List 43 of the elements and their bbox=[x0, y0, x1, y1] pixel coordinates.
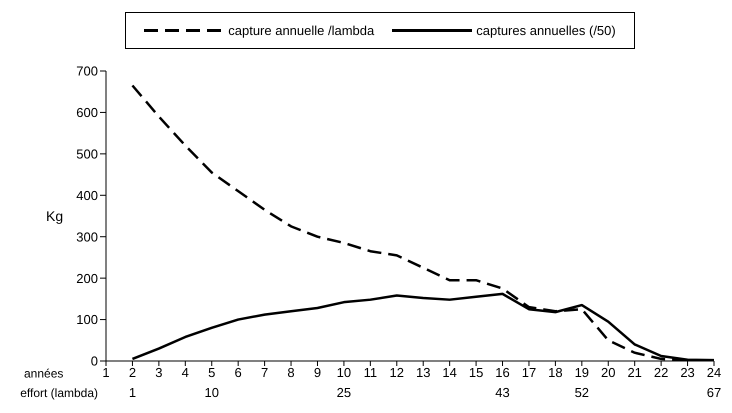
x2-tick-label: 25 bbox=[336, 385, 352, 400]
x-tick-label: 4 bbox=[182, 365, 189, 380]
x-tick-label: 14 bbox=[442, 365, 457, 380]
x-tick-label: 7 bbox=[260, 365, 268, 380]
x2-axis-title: effort (lambda) bbox=[20, 386, 98, 400]
y-tick-label: 0 bbox=[90, 354, 98, 369]
x2-tick-label: 67 bbox=[706, 385, 722, 400]
x-tick-label: 20 bbox=[601, 365, 616, 380]
y-tick-label: 200 bbox=[76, 270, 98, 286]
x2-tick-label: 10 bbox=[204, 385, 219, 400]
x2-tick-label: 43 bbox=[495, 385, 510, 400]
x2-tick-label: 52 bbox=[574, 385, 590, 400]
x-tick-label: 21 bbox=[627, 365, 642, 380]
y-tick-label: 100 bbox=[76, 312, 98, 328]
x-tick-label: 15 bbox=[468, 365, 484, 380]
x-tick-label: 22 bbox=[654, 365, 668, 380]
x-tick-label: 13 bbox=[416, 365, 430, 380]
x-tick-label: 23 bbox=[680, 365, 695, 380]
legend-label: captures annuelles (/50) bbox=[476, 23, 616, 38]
y-tick-label: 400 bbox=[76, 188, 98, 203]
y-tick-label: 700 bbox=[76, 64, 98, 79]
x-tick-label: 5 bbox=[208, 365, 216, 380]
x-tick-label: 16 bbox=[495, 365, 510, 380]
x-tick-label: 9 bbox=[314, 365, 322, 380]
x-tick-label: 8 bbox=[287, 365, 295, 380]
legend-label: capture annuelle /lambda bbox=[228, 23, 374, 38]
x-tick-label: 24 bbox=[706, 365, 722, 380]
x-tick-label: 10 bbox=[336, 365, 352, 380]
x-tick-label: 11 bbox=[364, 365, 378, 380]
y-tick-label: 500 bbox=[76, 146, 98, 162]
x2-tick-label: 1 bbox=[128, 385, 136, 400]
x-tick-label: 6 bbox=[234, 365, 242, 380]
x-axis-title: années bbox=[24, 366, 64, 381]
y-tick-label: 300 bbox=[76, 229, 98, 244]
x-tick-label: 1 bbox=[102, 365, 110, 380]
x-tick-label: 2 bbox=[128, 365, 136, 380]
x-tick-label: 17 bbox=[522, 365, 536, 380]
x-tick-label: 18 bbox=[548, 365, 563, 380]
x-tick-label: 3 bbox=[155, 365, 162, 380]
y-tick-label: 600 bbox=[76, 105, 98, 120]
y-axis-title: Kg bbox=[46, 208, 64, 224]
x-tick-label: 12 bbox=[390, 365, 404, 380]
x-tick-label: 19 bbox=[574, 365, 590, 380]
